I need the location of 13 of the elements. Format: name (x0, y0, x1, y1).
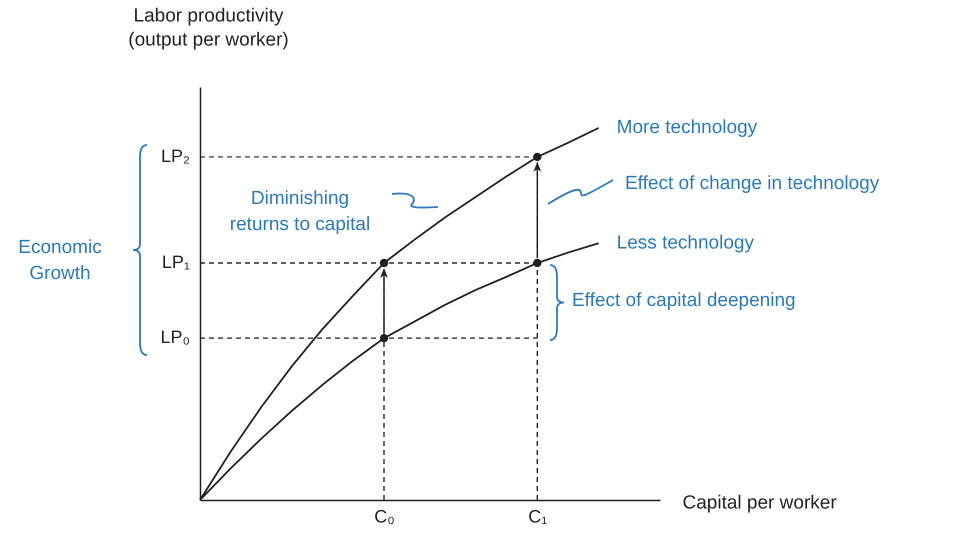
text: LP₂ (160, 146, 190, 166)
y-axis-title: Labor productivity (output per worker) (128, 6, 289, 50)
text: LP₀ (160, 327, 190, 348)
x-tick-label: C₀ (374, 506, 395, 526)
x-tick-label: C₁ (528, 506, 548, 526)
text: LP₁ (162, 252, 190, 272)
annotation: Effect of change in technology (625, 173, 880, 194)
annotation: Effect of capital deepening (572, 290, 796, 311)
annotation: Diminishing returns to capital (230, 188, 370, 235)
x-axis-title: Capital per worker (682, 492, 838, 514)
series-label: Less technology (616, 232, 754, 254)
text: Economic Growth (18, 237, 102, 284)
series-label: More technology (616, 116, 758, 138)
